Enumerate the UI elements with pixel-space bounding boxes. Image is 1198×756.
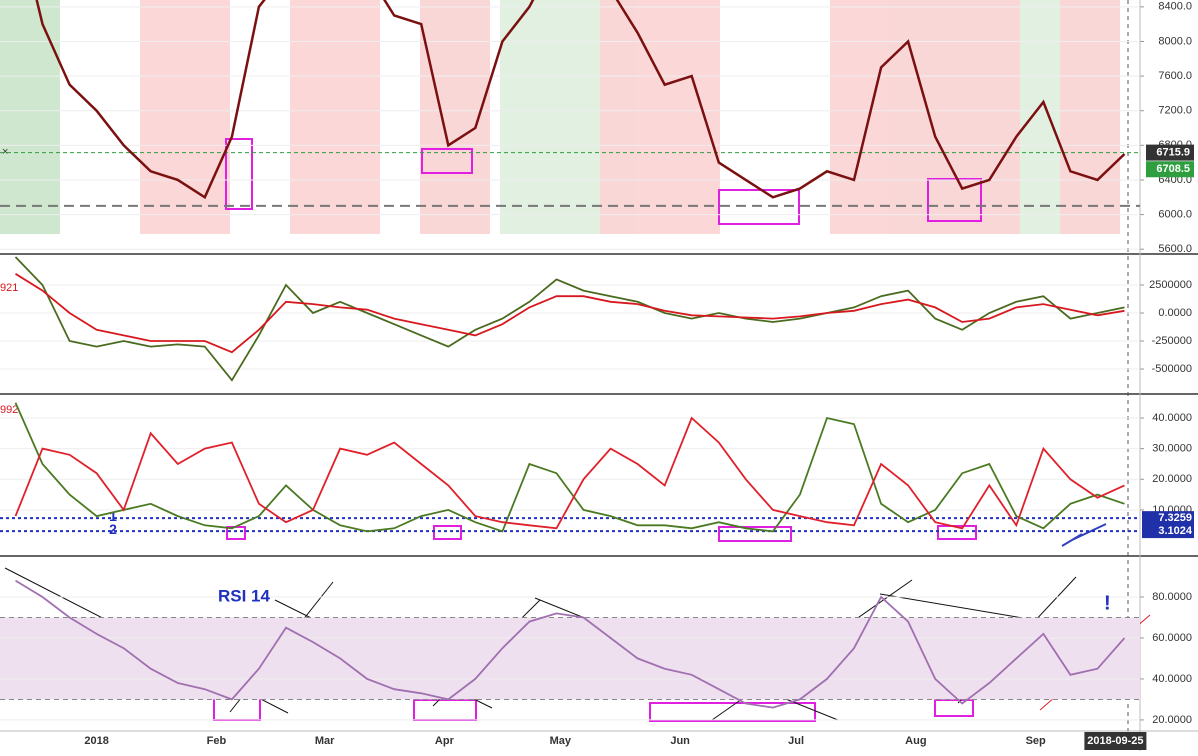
y-tick-label: 7600.0 [1158,70,1192,82]
y-tick-label: 40.0000 [1152,412,1192,424]
arrow-scribble [1061,523,1107,547]
close-icon[interactable]: × [2,146,8,158]
x-tick-label: 2018-09-25 [1087,735,1143,747]
y-tick-label: -500000 [1152,363,1192,375]
pane-title: RSI 14 [218,586,271,605]
y-tick-label: 5600.0 [1158,243,1192,255]
y-tick-label: 8400.0 [1158,1,1192,13]
rsi-band [0,617,1140,700]
x-tick-label: Apr [435,735,455,747]
y-tick-label: 80.0000 [1152,591,1192,603]
price-badge [1146,144,1194,161]
x-tick-label: Jul [788,735,804,747]
x-tick-label: Aug [905,735,926,747]
x-tick-label: Jun [670,735,690,747]
price-badge [1146,161,1194,178]
y-tick-label: 0.0000 [1158,307,1192,319]
y-tick-label: 10.0000 [1152,504,1192,516]
series-line [14,416,1125,530]
x-tick-label: Feb [207,735,227,747]
highlight-boxes [213,138,982,722]
y-tick-label: 60.0000 [1152,632,1192,644]
x-tick-label: May [550,735,572,747]
y-tick-label: 8000.0 [1158,35,1192,47]
corner-label: 992 [0,404,18,416]
y-tick-label: 2500000 [1149,279,1192,291]
series-line [15,273,1125,354]
y-tick-label: 40.0000 [1152,673,1192,685]
level-mark: 2 [109,521,117,537]
level-mark: 1 [109,508,117,524]
level-label: 7.3259 [1158,512,1192,524]
corner-label: 921 [0,282,18,294]
level-label: 3.1024 [1158,525,1193,537]
pane-annotation: ! [1104,592,1111,614]
y-tick-label: -250000 [1152,335,1192,347]
price-label: 6715.9 [1156,147,1190,159]
date-badge [1084,732,1147,750]
y-tick-label: 20.0000 [1152,714,1192,726]
series-line [14,256,1125,382]
y-tick-label: 20.0000 [1152,473,1192,485]
y-tick-label: 6000.0 [1158,208,1192,220]
price-label: 6708.5 [1156,163,1190,175]
x-tick-label: Sep [1026,735,1046,747]
y-tick-label: 30.0000 [1152,443,1192,455]
level-badge [1142,511,1194,526]
y-tick-label: 7200.0 [1158,105,1192,117]
price-background [0,0,1120,234]
x-tick-label: 2018 [84,735,108,747]
level-badge [1142,524,1194,539]
x-tick-label: Mar [315,735,335,747]
series-line [35,0,1126,200]
series-line [15,579,1126,709]
series-line [14,402,1125,533]
